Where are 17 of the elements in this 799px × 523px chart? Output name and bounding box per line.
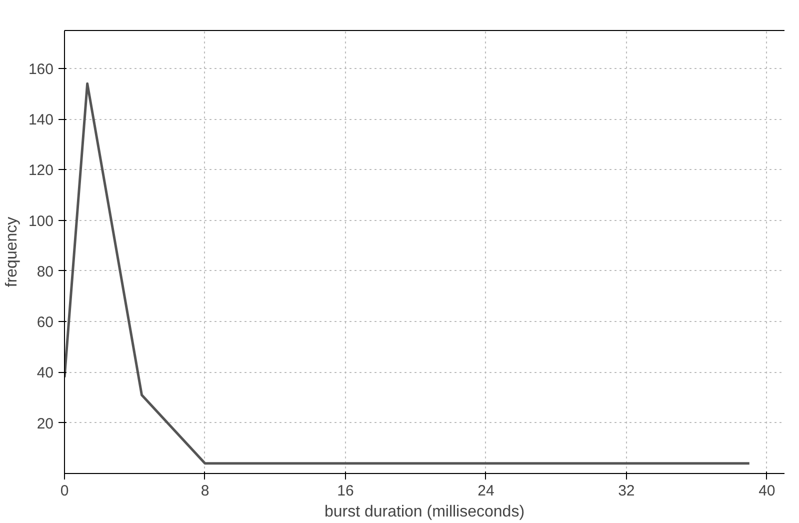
y-tick-label: 140 <box>28 112 54 129</box>
y-tick-label: 20 <box>36 415 54 432</box>
x-tick-label: 40 <box>758 482 776 500</box>
x-tick-label: 16 <box>337 482 354 500</box>
y-tick-label: 80 <box>36 263 54 280</box>
x-axis-title: burst duration (milliseconds) <box>324 504 525 520</box>
line-series <box>64 82 751 465</box>
y-axis-title: frequency <box>3 216 20 288</box>
y-tick-label: 40 <box>36 364 54 382</box>
x-tick-label: 0 <box>60 482 69 500</box>
y-tick-label: 120 <box>28 162 54 180</box>
x-tick-label: 24 <box>478 482 494 500</box>
x-tick-label: 32 <box>618 482 635 500</box>
x-tick-label: 8 <box>200 482 210 500</box>
y-tick-label: 160 <box>28 60 54 78</box>
y-tick-label: 60 <box>36 314 54 332</box>
y-tick-label: 100 <box>28 212 54 230</box>
